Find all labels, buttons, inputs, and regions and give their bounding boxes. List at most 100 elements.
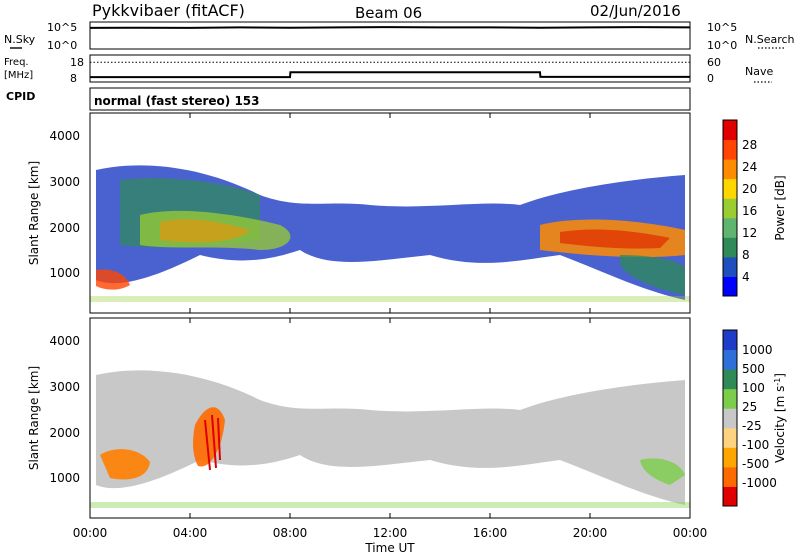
velocity-colorbar-label-end: ] — [773, 373, 787, 378]
time-axis-label: Time UT — [364, 541, 415, 554]
power-colorbar-segment — [723, 217, 737, 238]
velocity-colorbar-frame — [722, 329, 738, 507]
velocity-data-blobs — [90, 370, 690, 508]
time-axis-tick-label: 04:00 — [173, 526, 208, 540]
power-ytick-1000: 1000 — [49, 266, 80, 280]
power-blob-red-east — [560, 229, 670, 249]
time-axis-tick-label: 00:00 — [73, 526, 108, 540]
velocity-cbar-tick-minus25: -25 — [742, 419, 762, 433]
power-cbar-tick-4: 4 — [742, 270, 750, 284]
power-data-blobs — [90, 165, 690, 302]
power-colorbar-segment — [723, 139, 737, 160]
velocity-blob-red-streaks — [204, 414, 221, 471]
power-colorbar-segment — [723, 256, 737, 277]
power-panel: 4000 3000 2000 1000 Slant Range [km] — [27, 112, 691, 314]
power-colorbar-segment — [723, 159, 737, 180]
velocity-ytick-3000: 3000 — [49, 380, 80, 394]
power-cbar-tick-16: 16 — [742, 204, 757, 218]
velocity-colorbar-segment — [723, 427, 737, 448]
freq-unit-label: [MHz] — [4, 70, 33, 81]
cpid-label: CPID — [6, 90, 35, 103]
time-axis-tick-label: 16:00 — [473, 526, 508, 540]
time-axis-ticks: 00:00 04:00 08:00 12:00 16:00 20:00 00:00 — [73, 113, 708, 540]
time-axis-tick-label: 20:00 — [573, 526, 608, 540]
freq-tick-bottom: 8 — [70, 72, 77, 85]
velocity-cbar-tick-100: 100 — [742, 381, 765, 395]
velocity-colorbar-label-sup: -1 — [773, 378, 782, 386]
power-ytick-3000: 3000 — [49, 175, 80, 189]
nsearch-label: N.Search — [745, 33, 795, 46]
power-colorbar-label: Power [dB] — [773, 175, 787, 240]
velocity-cbar-tick-25: 25 — [742, 400, 757, 414]
velocity-blob-gray — [96, 370, 685, 505]
mode-text: normal (fast stereo) 153 — [94, 94, 260, 108]
nsky-series-line — [89, 26, 691, 29]
nave-label: Nave — [745, 65, 773, 78]
velocity-blob-green-east — [640, 458, 685, 485]
noise-right-tick-top: 10^5 — [707, 21, 737, 34]
velocity-blob-orange-west — [100, 449, 150, 480]
velocity-ground-scatter-band — [90, 502, 690, 508]
velocity-ytick-4000: 4000 — [49, 334, 80, 348]
velocity-colorbar-segment — [723, 349, 737, 370]
beam-label: Beam 06 — [355, 4, 422, 22]
velocity-colorbar-segment — [723, 408, 737, 429]
noise-left-tick-bottom: 10^0 — [47, 39, 77, 52]
power-ytick-4000: 4000 — [49, 129, 80, 143]
velocity-colorbar-segment — [723, 486, 737, 507]
figure-title: Pykkvibaer (fitACF) — [92, 1, 245, 20]
time-axis-tick-label: 00:00 — [673, 526, 708, 540]
nsky-label: N.Sky — [4, 33, 36, 46]
date-label: 02/Jun/2016 — [590, 2, 681, 20]
cpid-strip-frame — [89, 87, 691, 111]
power-ground-scatter-band — [90, 296, 690, 302]
power-cbar-tick-24: 24 — [742, 160, 757, 174]
frequency-panel-frame — [89, 54, 691, 83]
power-cbar-tick-12: 12 — [742, 226, 757, 240]
power-blob-red-southwest — [96, 269, 130, 290]
power-cbar-tick-28: 28 — [742, 138, 757, 152]
velocity-colorbar-ticks: 1000 500 100 25 -25 -100 -500 -1000 — [742, 343, 777, 490]
velocity-colorbar-label-main: Velocity [m s — [773, 386, 787, 463]
freq-tick-top: 18 — [70, 56, 84, 69]
noise-panel: N.Sky 10^5 10^0 10^5 10^0 N.Search — [4, 21, 795, 52]
time-axis-tick-label: 08:00 — [273, 526, 308, 540]
velocity-cbar-tick-1000: 1000 — [742, 343, 773, 357]
power-blob-green-southeast — [620, 255, 685, 295]
power-colorbar-segment — [723, 237, 737, 258]
freq-label: Freq. — [4, 57, 29, 68]
nave-tick-bottom: 0 — [707, 72, 714, 85]
power-cbar-tick-8: 8 — [742, 248, 750, 262]
power-colorbar-frame — [722, 119, 738, 297]
velocity-colorbar-segment — [723, 388, 737, 409]
power-colorbar-segment — [723, 120, 737, 141]
velocity-cbar-tick-minus100: -100 — [742, 438, 769, 452]
power-colorbar-segment — [723, 198, 737, 219]
noise-panel-frame — [89, 21, 691, 50]
noise-left-tick-top: 10^5 — [47, 21, 77, 34]
power-blob-orange-west — [160, 219, 250, 243]
power-colorbar-segment — [723, 178, 737, 199]
power-colorbar-segment — [723, 276, 737, 297]
freq-series-line — [90, 71, 690, 79]
velocity-y-ticks: 4000 3000 2000 1000 — [49, 334, 80, 485]
velocity-cbar-tick-minus1000: -1000 — [742, 476, 777, 490]
power-cbar-tick-20: 20 — [742, 182, 757, 196]
velocity-ytick-2000: 2000 — [49, 426, 80, 440]
velocity-colorbar-segment — [723, 330, 737, 351]
time-axis-tick-label: 12:00 — [373, 526, 408, 540]
power-ytick-2000: 2000 — [49, 221, 80, 235]
velocity-cbar-tick-500: 500 — [742, 362, 765, 376]
velocity-colorbar-segment — [723, 369, 737, 390]
velocity-blob-orange-central — [193, 407, 225, 467]
power-colorbar-ticks: 28 24 20 16 12 8 4 — [742, 138, 757, 284]
power-ylabel: Slant Range [km] — [27, 161, 41, 265]
velocity-ylabel: Slant Range [km] — [27, 366, 41, 470]
velocity-ytick-1000: 1000 — [49, 471, 80, 485]
velocity-cbar-tick-minus500: -500 — [742, 457, 769, 471]
velocity-colorbar-segment — [723, 447, 737, 468]
power-y-ticks: 4000 3000 2000 1000 — [49, 129, 80, 280]
velocity-panel: 4000 3000 2000 1000 Slant Range [km] — [27, 317, 691, 519]
nave-tick-top: 60 — [707, 56, 721, 69]
